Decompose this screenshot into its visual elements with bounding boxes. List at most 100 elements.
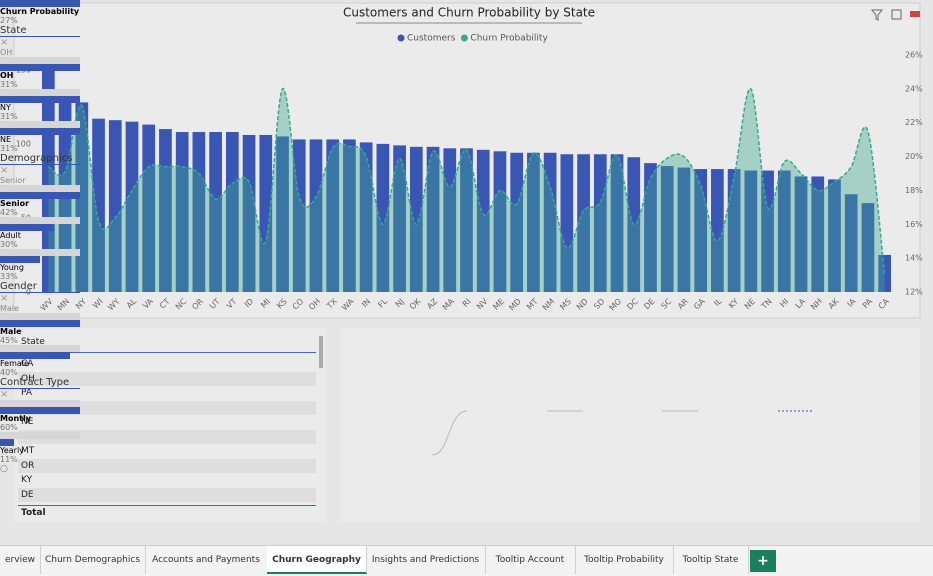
bar	[727, 169, 741, 292]
node-track	[0, 313, 80, 320]
legend: Customers Churn Probability	[397, 34, 548, 44]
bar	[761, 170, 774, 292]
row-band	[18, 487, 316, 502]
node-name[interactable]: OH	[0, 71, 14, 80]
bar	[460, 148, 473, 292]
add-page-button[interactable]: +	[750, 550, 776, 572]
x-tick-label: RI	[461, 297, 473, 309]
node-name[interactable]: Adult	[0, 231, 21, 240]
bar	[225, 132, 239, 292]
node-value: 11%	[0, 455, 18, 464]
node-bar[interactable]	[0, 407, 80, 414]
node-name[interactable]: Senior	[0, 199, 30, 208]
bar	[476, 149, 490, 292]
bar	[359, 142, 373, 292]
bar	[209, 132, 222, 292]
node-name[interactable]: Female	[0, 359, 29, 368]
cell: MT	[21, 446, 35, 456]
tab[interactable]: erview	[0, 546, 41, 574]
level-header[interactable]: State	[0, 25, 27, 36]
cell: OH	[21, 373, 35, 384]
level-header[interactable]: Contract Type	[0, 377, 70, 388]
node-name[interactable]: Montly	[0, 414, 31, 423]
bar	[42, 60, 55, 292]
node-bar[interactable]	[0, 320, 80, 327]
level-rule	[0, 36, 80, 37]
node-track	[0, 432, 80, 439]
remove-level[interactable]: ×	[0, 37, 9, 48]
level-header[interactable]: Demographics	[0, 153, 73, 164]
tab[interactable]: Insights and Predictions	[366, 546, 486, 574]
bar	[259, 134, 273, 292]
bar	[844, 194, 858, 292]
connector	[431, 410, 468, 456]
bar	[828, 179, 841, 292]
bar	[376, 143, 390, 292]
bar	[409, 146, 423, 292]
bar	[543, 152, 557, 292]
node-name[interactable]: NY	[0, 103, 11, 112]
tab[interactable]: Tooltip Probability	[575, 546, 674, 574]
cell: CA	[21, 359, 34, 369]
legend-swatch	[397, 34, 405, 42]
bar	[577, 154, 590, 292]
line	[47, 88, 886, 276]
node-bar[interactable]	[0, 256, 40, 263]
tab-bar: erview Churn Demographics Accounts and Pay…	[0, 545, 933, 576]
tab[interactable]: Churn Demographics	[40, 546, 146, 574]
node-bar[interactable]	[0, 224, 55, 231]
column-header[interactable]: State	[21, 337, 45, 347]
remove-level[interactable]: ×	[0, 293, 9, 304]
tab[interactable]: Tooltip State	[673, 546, 749, 574]
bar	[660, 166, 674, 292]
scrollbar[interactable]	[319, 336, 323, 368]
cell: KY	[21, 475, 33, 485]
decomposition-panel	[340, 328, 920, 522]
bar	[644, 163, 657, 292]
level-selection: Senior	[0, 176, 26, 185]
y2-tick-label: 14%	[905, 254, 923, 263]
remove-level[interactable]: ×	[0, 389, 9, 400]
area	[48, 88, 885, 292]
node-name[interactable]: Churn Probability	[0, 7, 80, 16]
row-band	[18, 400, 316, 415]
node-name[interactable]: NE	[0, 135, 12, 144]
node-track	[0, 185, 80, 192]
more-icon[interactable]	[910, 11, 920, 17]
level-selection: Male	[0, 304, 19, 313]
node-bar[interactable]	[0, 64, 80, 71]
node-bar[interactable]	[0, 0, 80, 7]
tab[interactable]: Churn Geography	[267, 546, 367, 574]
header-rule	[18, 352, 316, 353]
level-rule	[0, 388, 80, 389]
bar	[426, 146, 440, 292]
node-name[interactable]: Yearly	[0, 446, 24, 455]
node-value: 31%	[0, 80, 18, 89]
visual-header-icons[interactable]	[870, 9, 920, 21]
total-cell: Total	[21, 508, 46, 518]
node-bar[interactable]	[0, 439, 15, 446]
remove-level[interactable]: ×	[0, 165, 9, 176]
focus-icon[interactable]	[891, 9, 902, 20]
tab[interactable]: Accounts and Payments	[145, 546, 268, 574]
node-bar[interactable]	[0, 96, 80, 103]
bar	[777, 170, 791, 292]
bar	[175, 132, 189, 292]
bar	[677, 167, 691, 292]
filter-icon[interactable]	[870, 9, 884, 21]
node-track	[0, 57, 80, 64]
tab[interactable]: Tooltip Account	[485, 546, 576, 574]
chart-title: Customers and Churn Probability by State	[343, 6, 595, 20]
node-value: 45%	[0, 336, 18, 345]
bulb-icon: ○	[0, 464, 8, 474]
node-name[interactable]: Male	[0, 327, 22, 336]
node-bar[interactable]	[0, 128, 80, 135]
node-track	[0, 217, 80, 224]
level-header[interactable]: Gender	[0, 281, 37, 292]
node-bar[interactable]	[0, 352, 71, 359]
node-bar[interactable]	[0, 192, 80, 199]
y2-tick-label: 20%	[905, 152, 923, 161]
legend-swatch	[460, 34, 468, 42]
node-name[interactable]: Young	[0, 263, 24, 272]
